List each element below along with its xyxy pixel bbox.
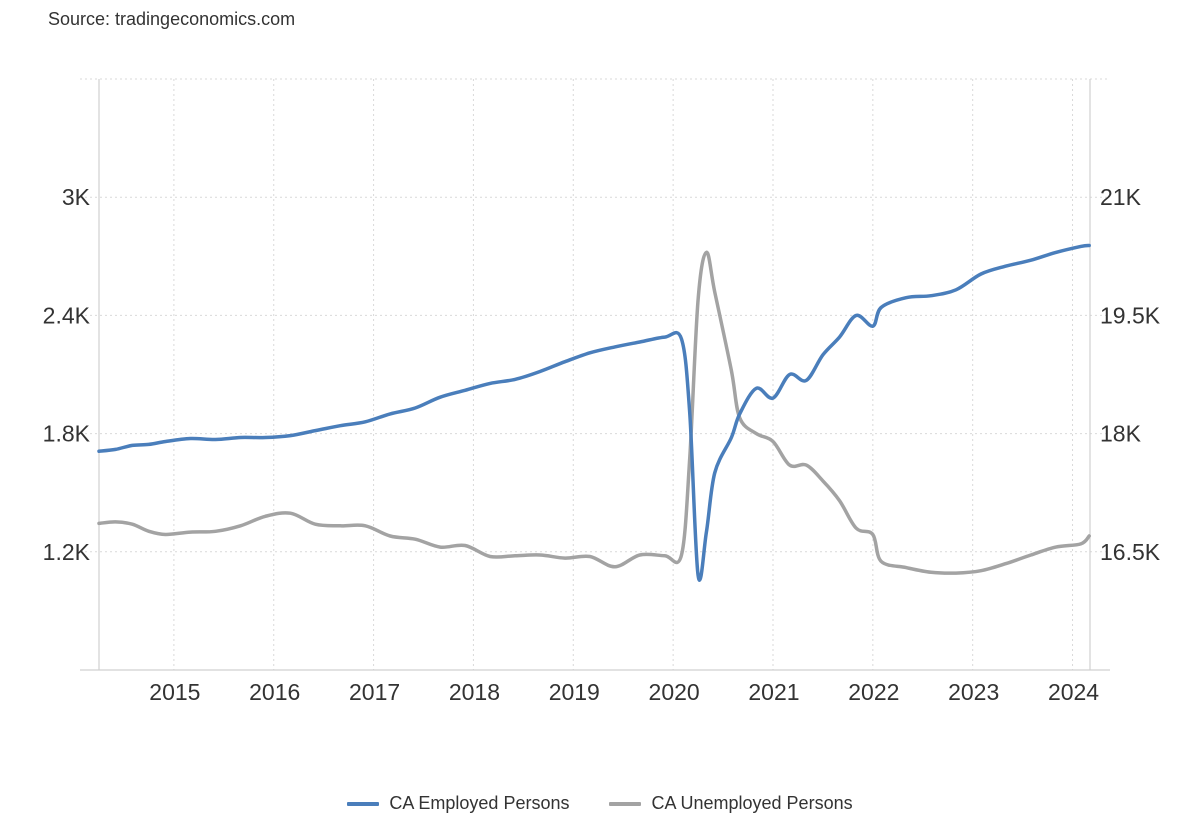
x-tick-label: 2023 <box>948 679 999 705</box>
x-tick-label: 2016 <box>249 679 300 705</box>
x-tick-label: 2015 <box>149 679 200 705</box>
series-line-employed <box>97 243 1091 582</box>
y-left-tick-label: 3K <box>62 184 91 210</box>
grid-lines <box>80 78 1110 670</box>
legend-label-unemployed: CA Unemployed Persons <box>651 793 853 813</box>
legend-label-employed: CA Employed Persons <box>389 793 570 813</box>
legend-swatch-unemployed <box>609 801 642 806</box>
x-tick-label: 2024 <box>1048 679 1099 705</box>
x-tick-label: 2020 <box>649 679 700 705</box>
x-tick-label: 2022 <box>848 679 899 705</box>
y-left-tick-label: 2.4K <box>43 302 91 328</box>
legend: CA Employed Persons CA Unemployed Person… <box>0 793 1200 814</box>
series-line-unemployed <box>97 250 1091 575</box>
axes <box>80 79 1110 671</box>
y-right-tick-label: 21K <box>1100 184 1142 210</box>
y-right-tick-label: 19.5K <box>1100 302 1161 328</box>
x-tick-label: 2017 <box>349 679 400 705</box>
tick-labels: 1.2K 1.8K 2.4K 3K 16.5K 18K 19.5K 21K 2015 2016 20… <box>43 184 1161 705</box>
x-tick-label: 2019 <box>549 679 600 705</box>
x-tick-label: 2021 <box>748 679 799 705</box>
series-lines <box>97 243 1091 582</box>
y-right-tick-label: 18K <box>1100 421 1142 447</box>
legend-item-employed[interactable]: CA Employed Persons <box>347 793 569 814</box>
y-right-tick-label: 16.5K <box>1100 539 1161 565</box>
y-left-tick-label: 1.2K <box>43 539 91 565</box>
legend-item-unemployed[interactable]: CA Unemployed Persons <box>609 793 853 814</box>
legend-swatch-employed <box>347 801 380 806</box>
y-left-tick-label: 1.8K <box>43 421 91 447</box>
source-label: Source: tradingeconomics.com <box>48 9 296 29</box>
x-tick-label: 2018 <box>449 679 500 705</box>
